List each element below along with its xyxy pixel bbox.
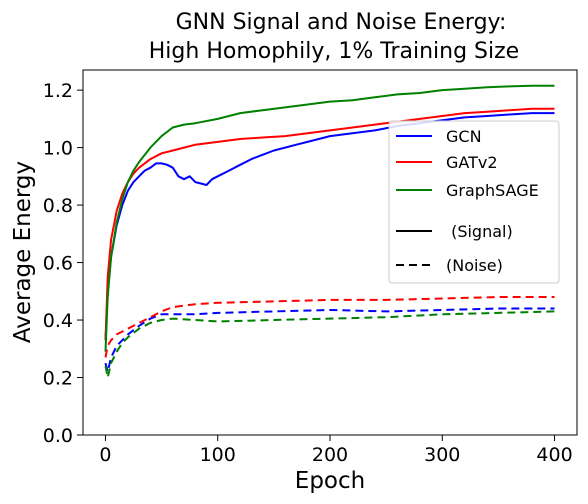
- series-line-gcn-noise: [104, 307, 555, 373]
- x-tick-label: 200: [312, 444, 348, 466]
- y-tick-label: 1.0: [43, 138, 73, 160]
- x-axis-ticks: 0 100 200 300 400: [99, 435, 573, 466]
- series-line-gatv2-noise: [104, 296, 555, 358]
- x-axis-label: Epoch: [295, 468, 365, 494]
- chart-title: GNN Signal and Noise Energy:: [176, 10, 507, 35]
- y-axis-label: Average Energy: [10, 161, 36, 343]
- x-tick-label: 400: [536, 444, 572, 466]
- legend-label: GCN: [446, 127, 482, 146]
- y-tick-label: 0.4: [43, 310, 73, 332]
- legend: GCN GATv2 GraphSAGE (Signal) (Noise): [388, 120, 560, 284]
- series-line-graphsage: [104, 84, 555, 352]
- y-tick-label: 0.2: [43, 368, 73, 390]
- chart-subtitle: High Homophily, 1% Training Size: [149, 39, 519, 64]
- x-tick-label: 100: [200, 444, 236, 466]
- y-axis-ticks: 0.0 0.2 0.4 0.6 0.8 1.0 1.2: [43, 80, 83, 447]
- legend-label: (Noise): [446, 256, 503, 275]
- legend-label: GraphSAGE: [446, 181, 539, 200]
- y-tick-label: 0.6: [43, 253, 73, 275]
- y-tick-label: 1.2: [43, 80, 73, 102]
- x-tick-label: 0: [99, 444, 111, 466]
- legend-label: (Signal): [446, 222, 513, 241]
- plot-frame: [82, 69, 578, 436]
- series-line-graphsage-noise: [104, 310, 555, 379]
- y-tick-label: 0.8: [43, 195, 73, 217]
- legend-label: GATv2: [446, 153, 498, 172]
- y-tick-label: 0.0: [43, 425, 73, 447]
- x-tick-label: 300: [424, 444, 460, 466]
